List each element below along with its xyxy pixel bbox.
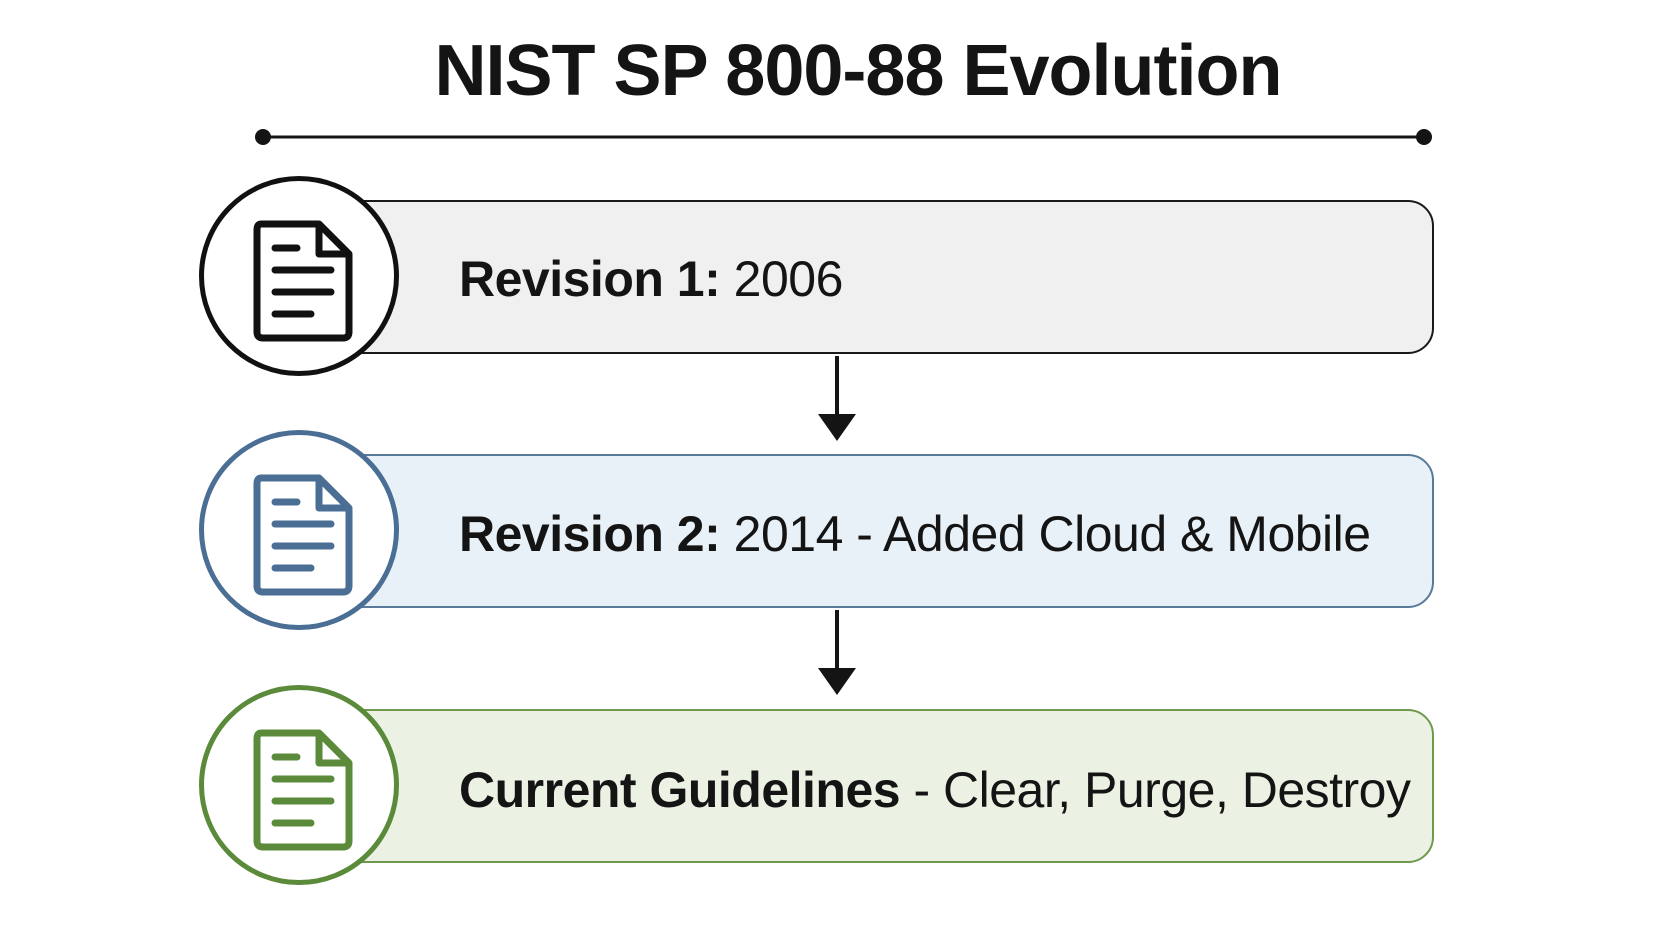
document-icon xyxy=(253,220,353,342)
stage-current-guidelines-badge xyxy=(199,685,399,885)
stage-label: Revision 1: xyxy=(459,251,721,307)
document-icon xyxy=(253,729,353,851)
stage-label: Revision 2: xyxy=(459,506,721,562)
stage-revision-1-badge xyxy=(199,176,399,376)
arrow-2-to-3 xyxy=(818,610,856,695)
stage-detail: 2006 xyxy=(720,251,844,307)
stage-revision-2 xyxy=(330,454,1434,608)
stage-revision-2-text: Revision 2: 2014 - Added Cloud & Mobile xyxy=(459,505,1371,563)
stage-current-guidelines xyxy=(330,709,1434,863)
stage-detail: 2014 - Added Cloud & Mobile xyxy=(720,506,1371,562)
stage-revision-1-text: Revision 1: 2006 xyxy=(459,250,843,308)
arrow-1-to-2 xyxy=(818,356,856,441)
stage-revision-2-badge xyxy=(199,430,399,630)
stage-current-guidelines-text: Current Guidelines - Clear, Purge, Destr… xyxy=(459,761,1411,819)
stage-label: Current Guidelines xyxy=(459,762,901,818)
stage-revision-1 xyxy=(330,200,1434,354)
document-icon xyxy=(253,474,353,596)
stage-detail: - Clear, Purge, Destroy xyxy=(900,762,1411,818)
page-title: NIST SP 800-88 Evolution xyxy=(434,31,1283,111)
